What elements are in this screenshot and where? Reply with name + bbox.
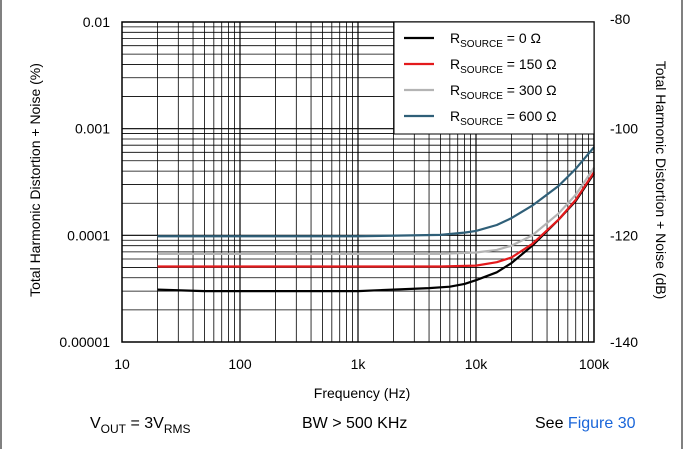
x-tick-label: 100k (579, 356, 610, 372)
y-tick-label: 0.00001 (59, 334, 110, 350)
see-prefix: See (535, 415, 568, 432)
plot-area-border (121, 21, 595, 343)
vout-sub2: RMS (164, 422, 191, 436)
footer-vout: VOUT = 3VRMS (90, 415, 191, 436)
x-tick-label: 1k (351, 356, 367, 372)
y-tick-labels: 0.00001 0.0001 0.001 0.01 (59, 14, 110, 350)
series-line (157, 172, 595, 293)
x-tick-label: 10k (465, 356, 489, 372)
y-tick-label: 0.001 (75, 121, 110, 137)
y-tick-label: 0.01 (83, 14, 110, 30)
vout-sub: OUT (101, 422, 127, 436)
y2-axis-title: Total Harmonic Distortion + Noise (dB) (653, 61, 669, 299)
series-line (157, 171, 595, 268)
figure-30-link[interactable]: Figure 30 (568, 415, 636, 432)
vout-mid: = 3V (126, 415, 164, 432)
y2-tick-label: -80 (610, 11, 630, 27)
footer-see-figure: See Figure 30 (535, 415, 636, 432)
series-line (157, 167, 595, 255)
x-tick-labels: 10 100 1k 10k 100k (114, 356, 610, 372)
vout-main: V (90, 415, 101, 432)
y2-tick-label: -140 (610, 334, 638, 350)
series-line (157, 146, 595, 238)
legend: RSOURCE = 0 Ω RSOURCE = 150 Ω RSOURCE = 30… (393, 21, 595, 135)
x-tick-label: 10 (114, 356, 130, 372)
legend-entry: RSOURCE = 300 Ω (450, 82, 557, 102)
legend-entry: RSOURCE = 0 Ω (450, 30, 541, 50)
x-axis-title: Frequency (Hz) (314, 385, 410, 401)
legend-entry: RSOURCE = 150 Ω (450, 56, 557, 76)
y2-tick-label: -100 (610, 121, 638, 137)
legend-entry: RSOURCE = 600 Ω (450, 108, 557, 128)
footer-bandwidth: BW > 500 KHz (302, 415, 407, 432)
y-tick-label: 0.0001 (67, 227, 110, 243)
y-axis-title: Total Harmonic Distortion + Noise (%) (27, 63, 43, 297)
series-layer (157, 146, 595, 293)
x-tick-label: 100 (228, 356, 252, 372)
y2-tick-label: -120 (610, 227, 638, 243)
y2-tick-labels: -140 -120 -100 -80 (610, 11, 638, 350)
